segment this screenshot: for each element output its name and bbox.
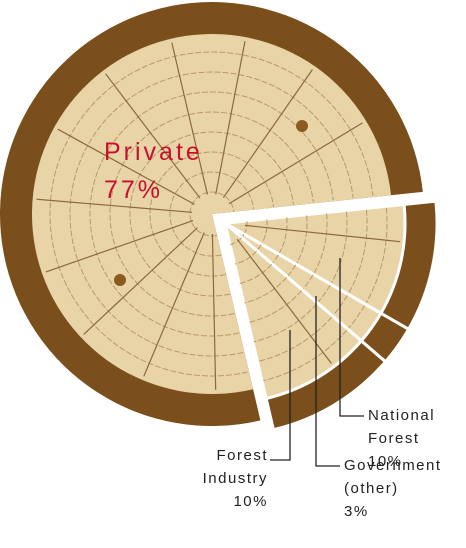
knot: [296, 120, 308, 132]
knot: [114, 274, 126, 286]
value-label: 3%: [344, 500, 369, 523]
category-label: Private: [104, 134, 203, 170]
category-label: Government (other): [344, 454, 464, 500]
category-label: National Forest: [368, 404, 458, 450]
category-label: Forest Industry: [178, 444, 268, 490]
value-label: 10%: [233, 490, 268, 513]
page: National Forest 10% Government (other)3% Fo…: [0, 0, 466, 548]
value-label: 77%: [104, 172, 163, 208]
